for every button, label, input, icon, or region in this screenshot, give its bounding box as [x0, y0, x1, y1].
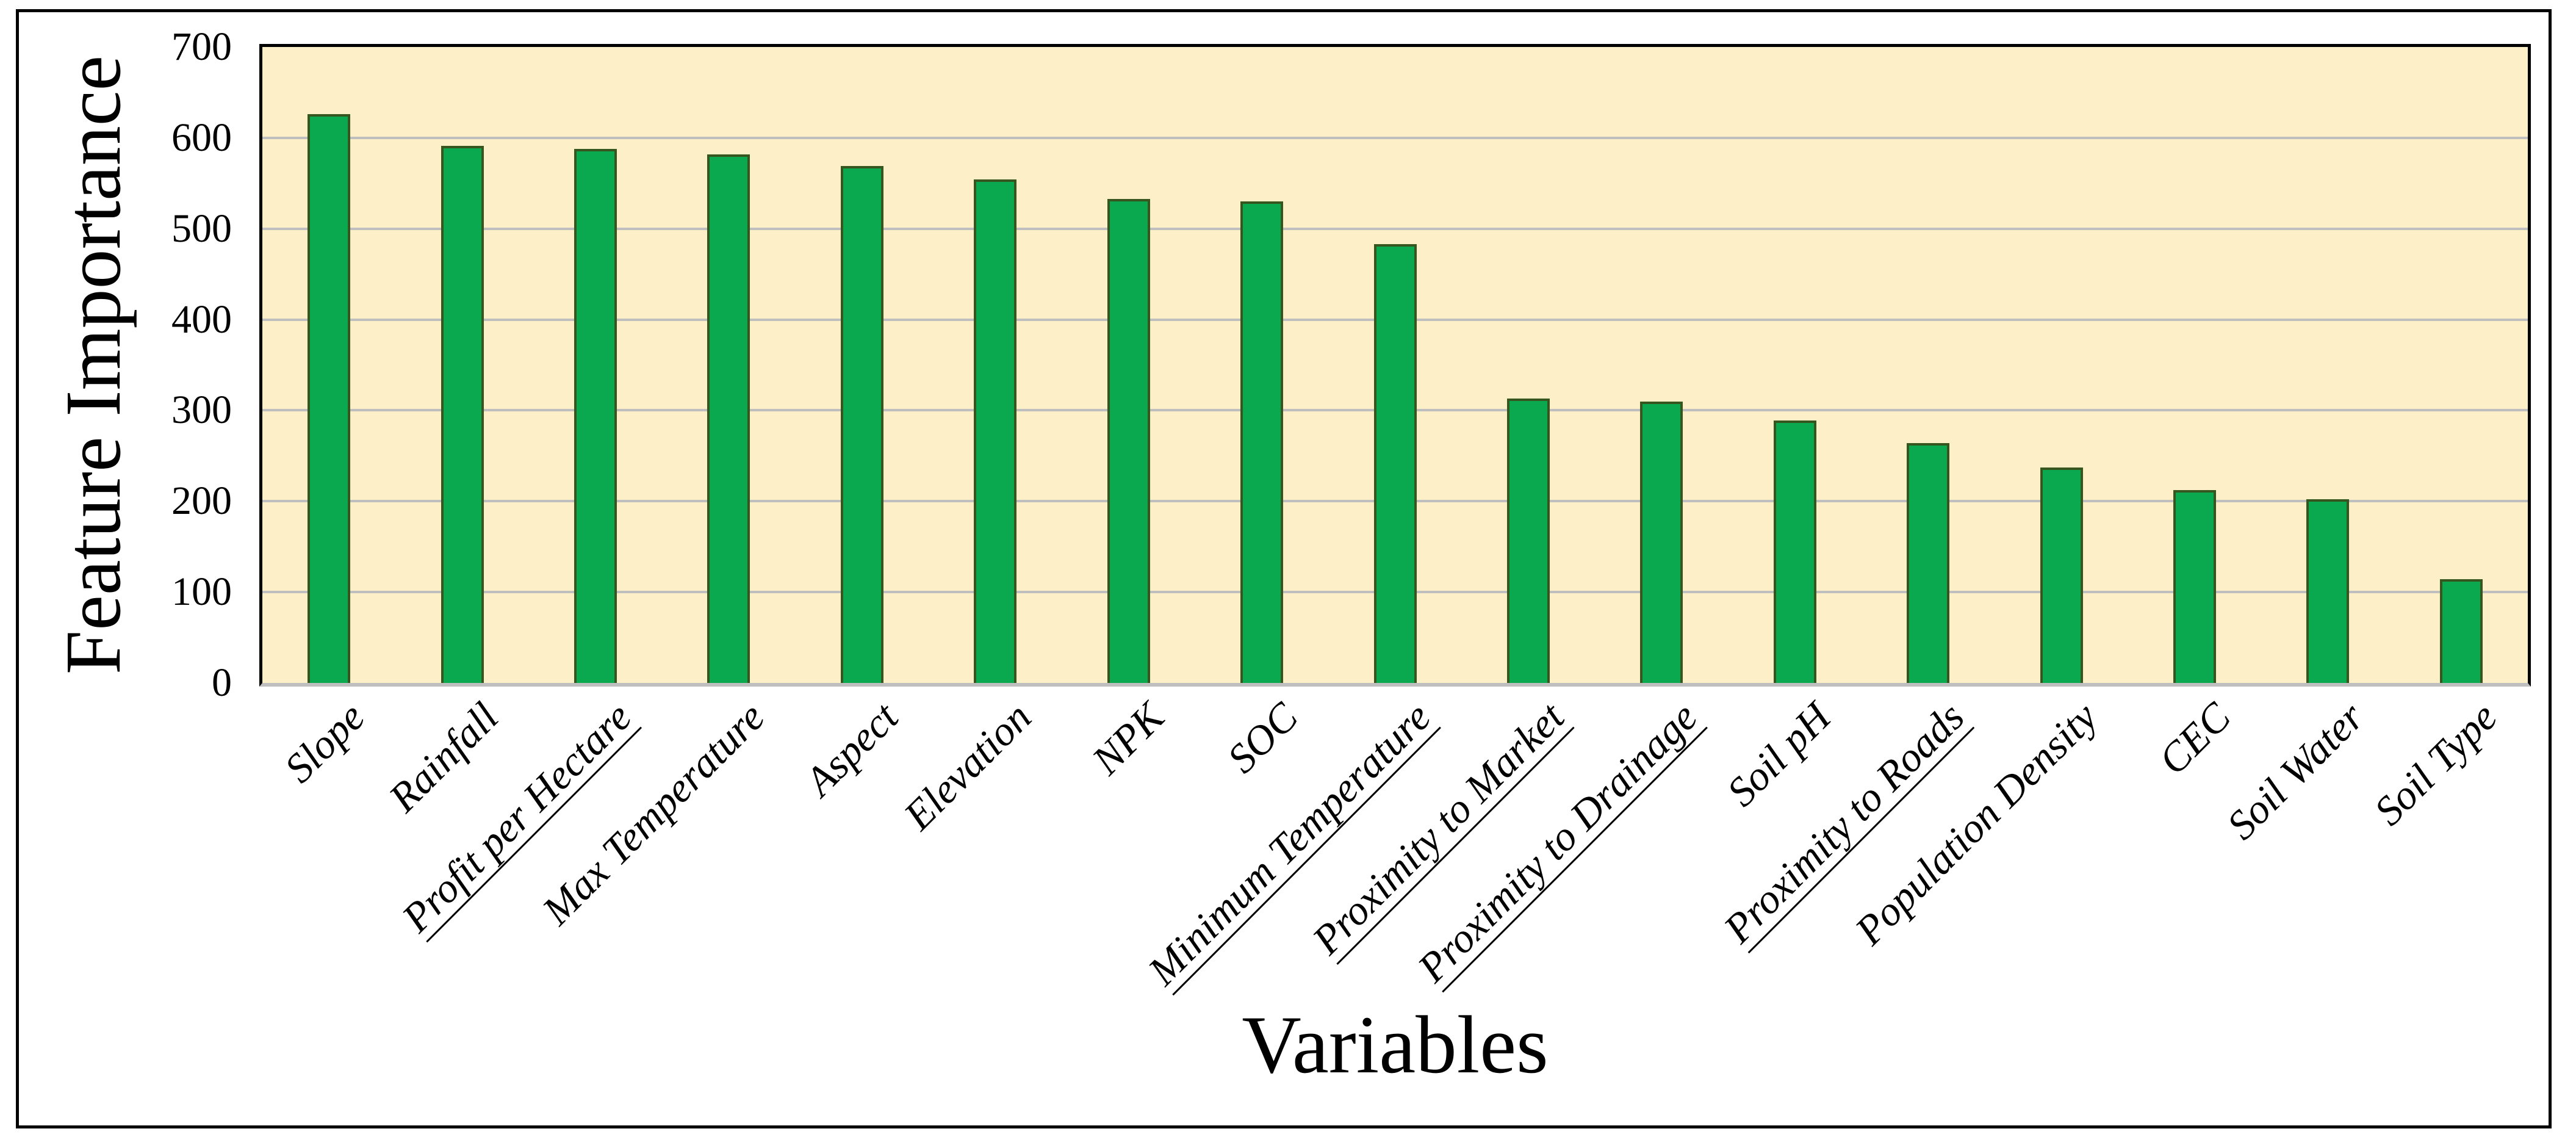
- gridline-500: [262, 227, 2528, 230]
- plot-area-inner: [262, 47, 2528, 683]
- bar: [2040, 468, 2083, 683]
- gridline-600: [262, 136, 2528, 139]
- x-axis-title: Variables: [1242, 1000, 1549, 1091]
- y-tick-label: 700: [171, 24, 232, 69]
- bar: [1373, 244, 1417, 683]
- bar: [574, 149, 617, 683]
- y-tick-label: 500: [171, 206, 232, 251]
- bar: [2439, 579, 2483, 683]
- y-tick-label: 0: [212, 660, 232, 705]
- bar: [1773, 421, 1816, 683]
- y-tick-label: 400: [171, 297, 232, 342]
- y-tick-label: 300: [171, 388, 232, 433]
- bar: [1107, 199, 1150, 683]
- bar: [1240, 201, 1284, 683]
- bar: [308, 114, 351, 683]
- y-tick-label: 100: [171, 569, 232, 615]
- bar: [1907, 443, 1950, 683]
- y-tick-label: 600: [171, 115, 232, 160]
- bar: [2306, 499, 2350, 683]
- bar: [1506, 399, 1550, 683]
- bar: [840, 166, 883, 683]
- y-tick-label: 200: [171, 478, 232, 524]
- plot-area: [259, 44, 2531, 687]
- bar: [707, 154, 750, 683]
- bar: [441, 146, 484, 683]
- chart-outer-border: [16, 9, 2552, 1128]
- bar: [1640, 402, 1683, 683]
- bar: [974, 179, 1017, 683]
- bar: [2173, 490, 2216, 683]
